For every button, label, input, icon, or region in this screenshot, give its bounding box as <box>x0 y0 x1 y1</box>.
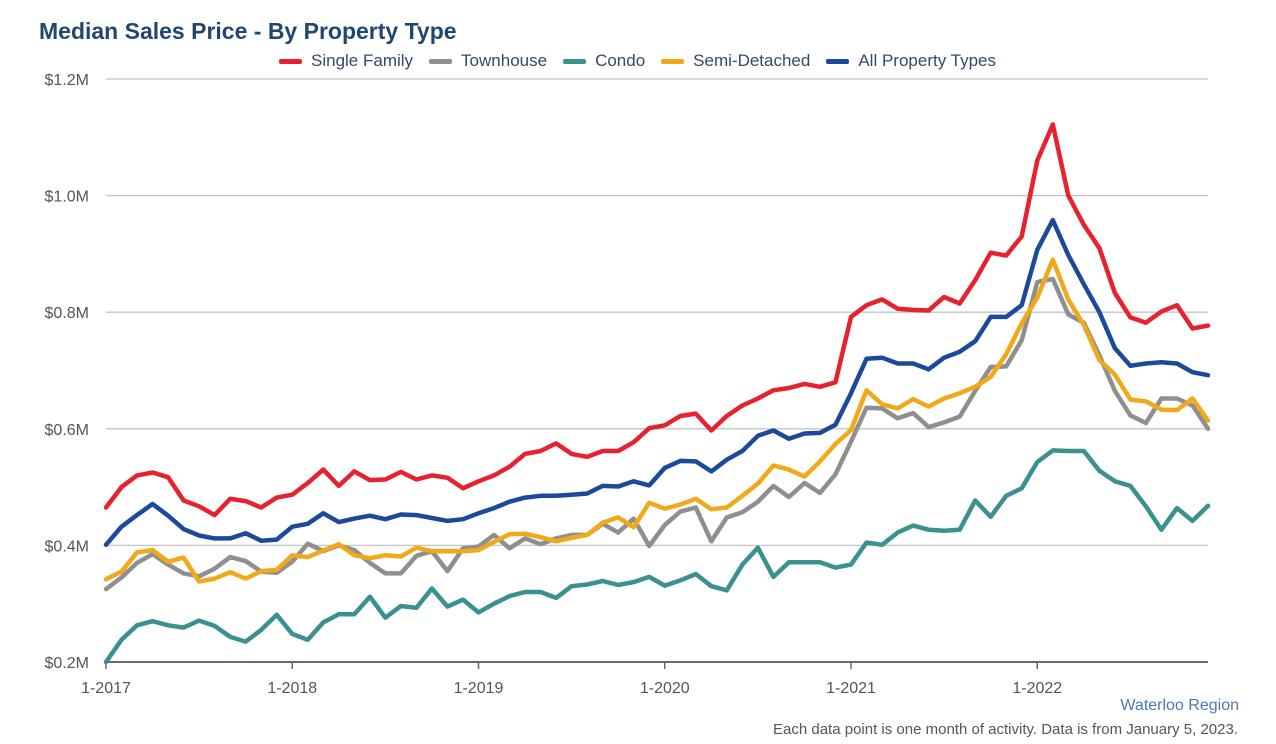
x-tick-label: 1-2020 <box>640 680 690 697</box>
legend-swatch-townhouse <box>429 58 453 64</box>
x-tick-label: 1-2018 <box>267 680 317 697</box>
legend: Single Family Townhouse Condo Semi-Detac… <box>279 51 1012 71</box>
y-tick-label: $0.4M <box>45 538 89 555</box>
legend-label-all-property-types: All Property Types <box>858 51 996 70</box>
y-tick-label: $0.8M <box>45 305 89 322</box>
y-tick-label: $0.6M <box>45 422 89 439</box>
legend-swatch-semi-detached <box>661 58 685 64</box>
x-tick-label: 1-2021 <box>826 680 876 697</box>
footnote: Each data point is one month of activity… <box>773 721 1238 738</box>
series-line-all-property-types <box>103 217 1211 548</box>
series-line-semi-detached <box>103 257 1211 584</box>
legend-swatch-single-family <box>279 58 302 64</box>
legend-label-condo: Condo <box>595 51 646 70</box>
x-tick-label: 1-2022 <box>1012 680 1062 697</box>
legend-item-condo[interactable]: Condo <box>563 51 645 71</box>
legend-label-semi-detached: Semi-Detached <box>693 51 811 70</box>
legend-item-single-family[interactable]: Single Family <box>279 51 413 71</box>
series-line-single-family <box>103 122 1211 518</box>
legend-label-single-family: Single Family <box>311 51 414 70</box>
x-tick-label: 1-2017 <box>81 680 131 697</box>
x-tick-label: 1-2019 <box>454 680 504 697</box>
legend-swatch-all-property-types <box>826 58 850 64</box>
source-label: Waterloo Region <box>1120 697 1239 714</box>
series-line-condo <box>103 448 1211 665</box>
legend-swatch-condo <box>563 58 587 64</box>
legend-item-townhouse[interactable]: Townhouse <box>429 51 547 71</box>
legend-item-all-property-types[interactable]: All Property Types <box>826 51 996 71</box>
legend-label-townhouse: Townhouse <box>461 51 548 70</box>
chart-title: Median Sales Price - By Property Type <box>39 18 457 44</box>
y-tick-label: $1.0M <box>45 189 89 206</box>
y-tick-label: $0.2M <box>45 655 89 672</box>
legend-item-semi-detached[interactable]: Semi-Detached <box>661 51 810 71</box>
y-tick-label: $1.2M <box>45 72 89 89</box>
series-line-townhouse <box>103 276 1211 592</box>
